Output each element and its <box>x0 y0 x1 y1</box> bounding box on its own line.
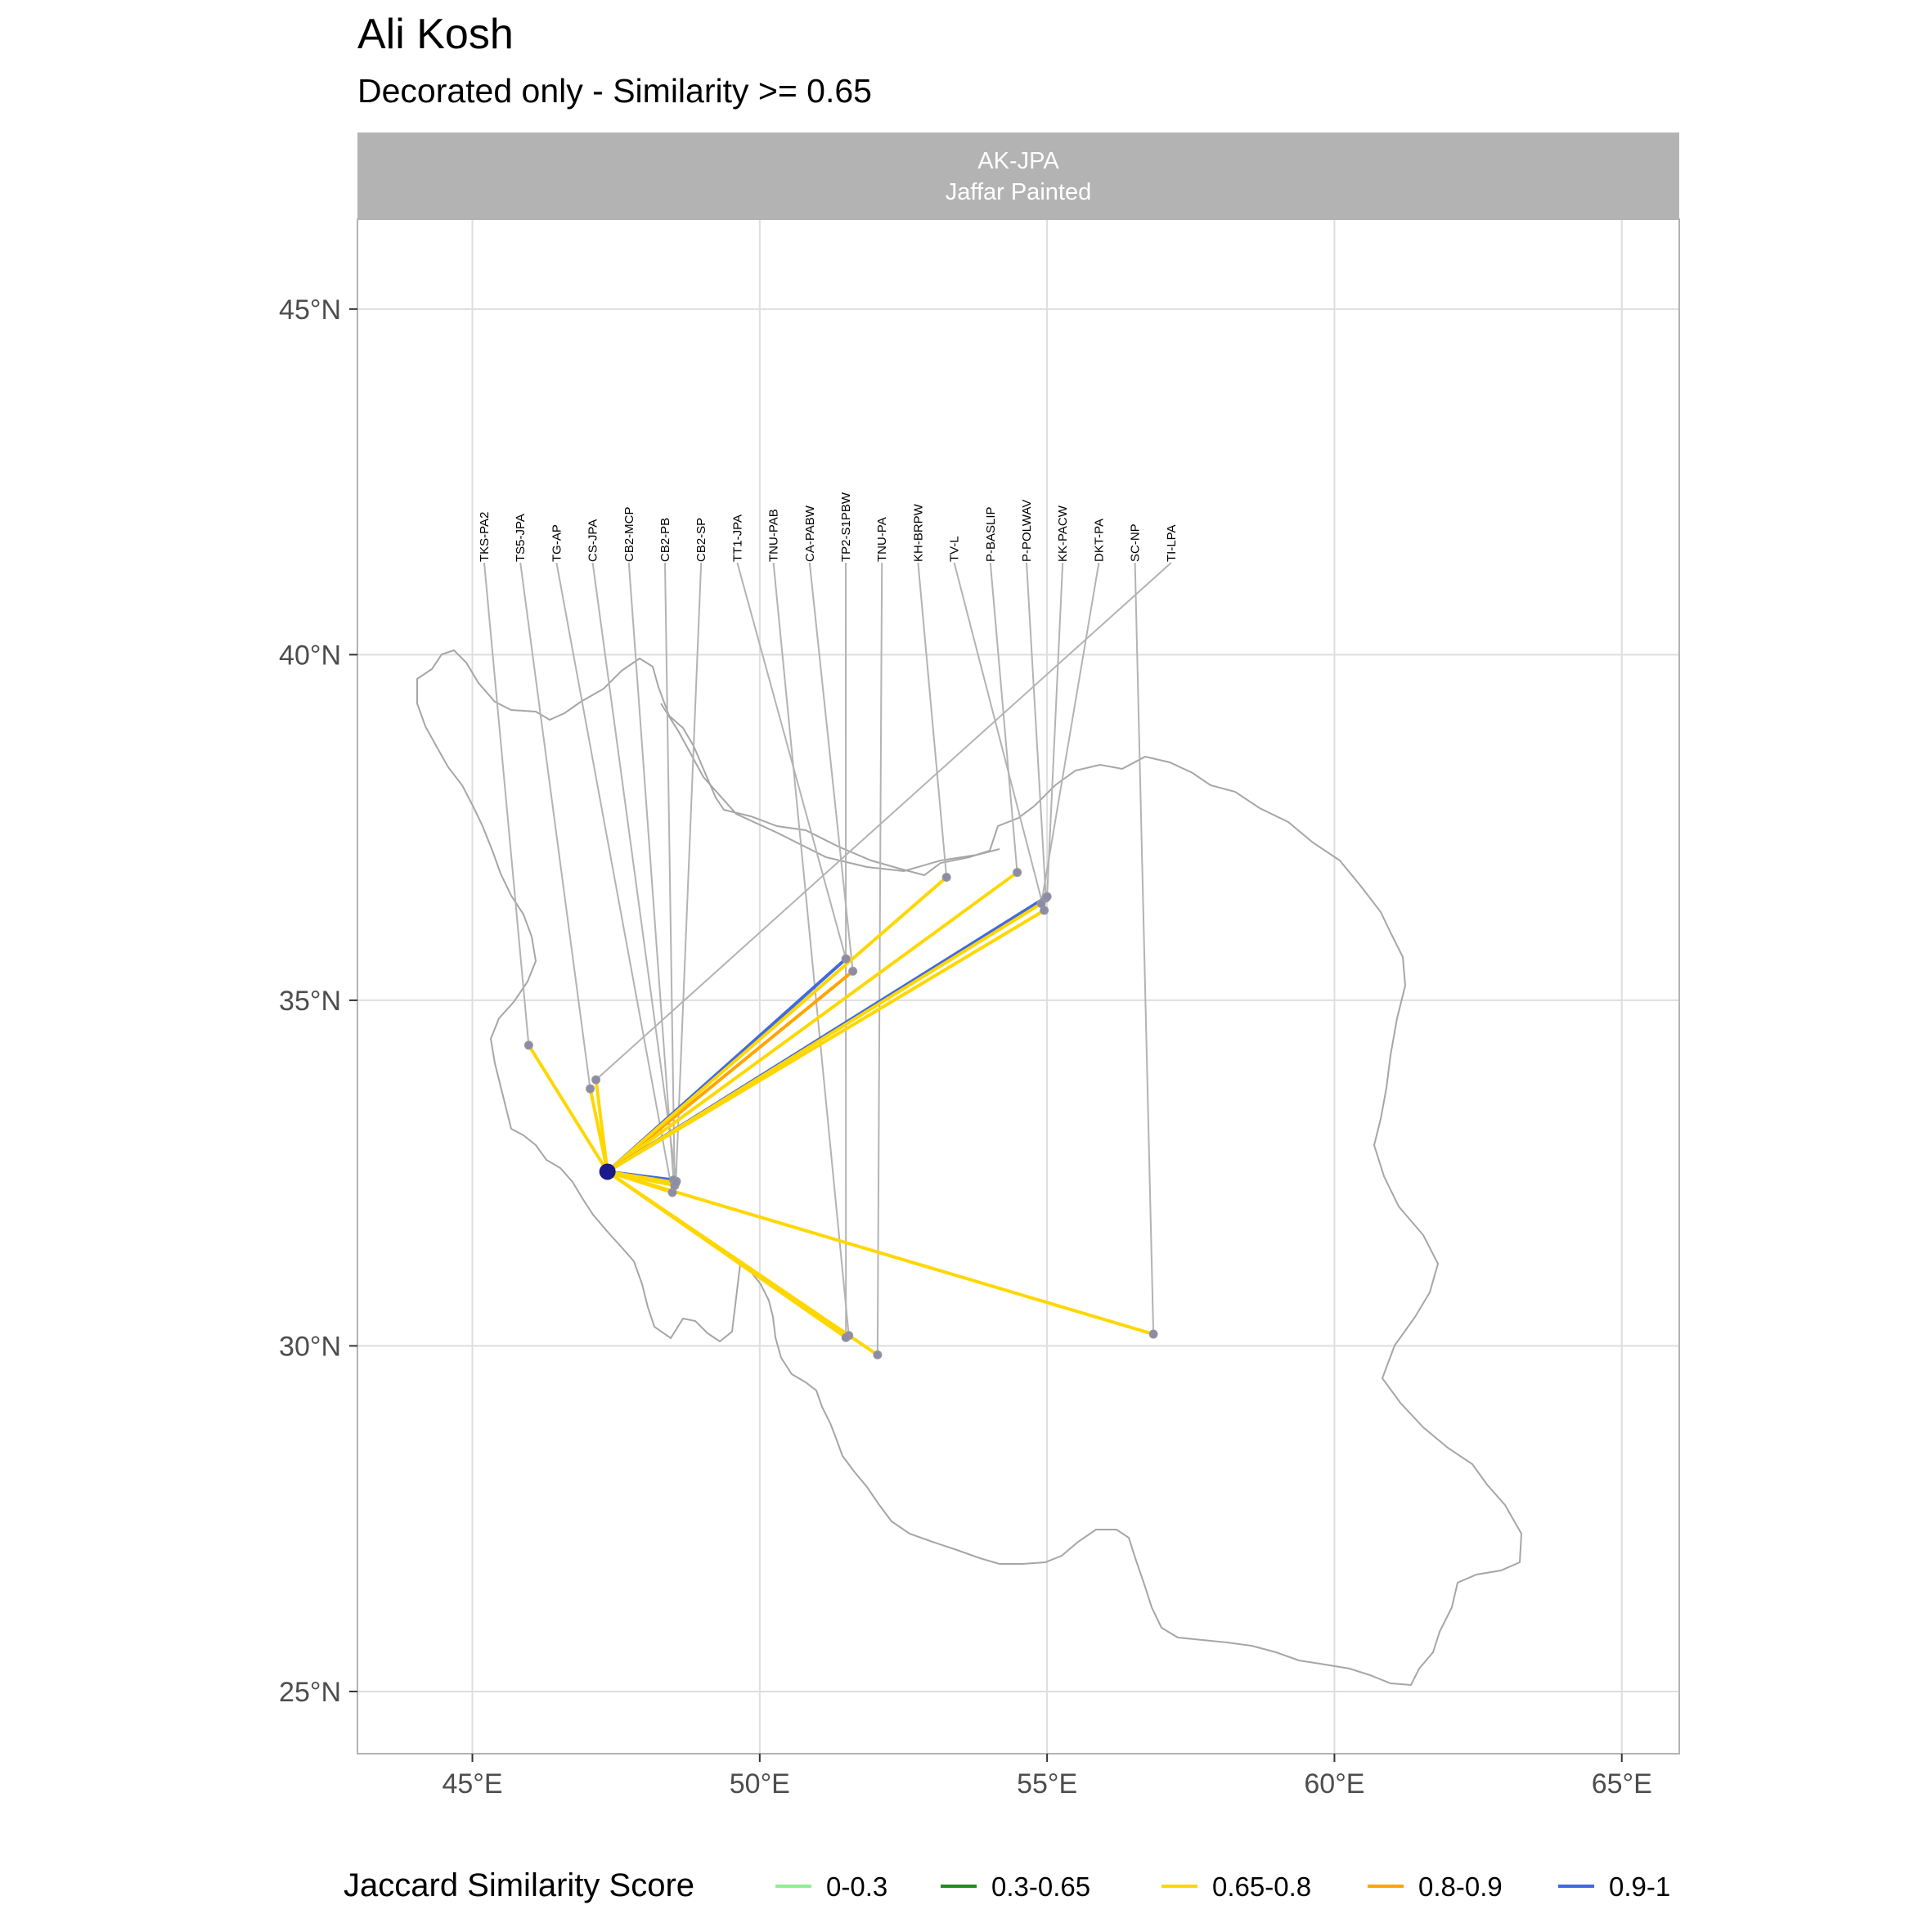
similarity-line <box>606 875 948 1173</box>
x-tick-label: 50°E <box>730 1768 790 1799</box>
legend-label: 0-0.3 <box>826 1871 887 1902</box>
site-point <box>671 1178 681 1188</box>
site-label: TNU-PAB <box>767 509 781 562</box>
site-label: CB2-SP <box>694 518 708 562</box>
country-border <box>416 649 1523 1687</box>
leader-line <box>772 562 850 1336</box>
site-point <box>1042 892 1052 901</box>
grid-lines <box>357 219 1679 1754</box>
site-label: TNU-PA <box>875 517 889 562</box>
origin-point <box>599 1163 616 1180</box>
site-point <box>591 1075 601 1085</box>
caspian-shore <box>660 703 1000 873</box>
facet-label-code: AK-JPA <box>977 148 1059 174</box>
site-label: TI-LPA <box>1165 524 1179 562</box>
site-label: SC-NP <box>1129 523 1143 562</box>
site-label: DKT-PA <box>1092 519 1106 562</box>
facet-strip <box>357 133 1679 219</box>
similarity-line <box>606 870 1018 1174</box>
legend-title: Jaccard Similarity Score <box>344 1867 694 1903</box>
y-tick-label: 35°N <box>279 986 341 1017</box>
site-points <box>523 868 1158 1359</box>
site-label: CB2-PB <box>658 518 672 562</box>
site-label: TKS-PA2 <box>478 512 492 562</box>
y-tick-label: 25°N <box>279 1677 341 1708</box>
legend: 0-0.3 0.3-0.65 0.65-0.8 0.8-0.9 0.9-1 <box>775 1871 1670 1902</box>
site-point <box>941 872 951 882</box>
legend-label: 0.3-0.65 <box>991 1871 1090 1902</box>
site-point <box>848 966 858 976</box>
leader-line <box>736 562 847 959</box>
x-tick-label: 55°E <box>1017 1768 1077 1799</box>
leader-line <box>1134 562 1155 1335</box>
plot-panel <box>357 219 1679 1754</box>
leader-line <box>1046 562 1064 897</box>
x-axis: 45°E 50°E 55°E 60°E 65°E <box>442 1754 1652 1799</box>
plot-subtitle: Decorated only - Similarity >= 0.65 <box>357 72 872 110</box>
site-label: TT1-JPA <box>730 514 744 562</box>
similarity-line <box>606 1170 878 1357</box>
site-label: CS-JPA <box>586 519 600 562</box>
similarity-links <box>527 870 1154 1357</box>
y-axis: 25°N 30°N 35°N 40°N 45°N <box>279 294 357 1708</box>
legend-label: 0.65-0.8 <box>1212 1871 1311 1902</box>
similarity-line <box>606 901 1043 1174</box>
site-point <box>1148 1329 1158 1339</box>
leader-line <box>989 562 1018 873</box>
leader-line <box>591 562 677 1182</box>
leader-line <box>675 562 703 1184</box>
x-tick-label: 60°E <box>1304 1768 1364 1799</box>
site-label: P-POLWAV <box>1020 500 1034 562</box>
leader-line <box>555 562 674 1193</box>
leader-line <box>483 562 530 1045</box>
legend-label: 0.8-0.9 <box>1418 1871 1503 1902</box>
site-label: TS5-JPA <box>514 514 528 562</box>
y-tick-label: 45°N <box>279 294 341 326</box>
leader-line <box>876 562 883 1355</box>
site-label: CB2-MCP <box>622 506 636 562</box>
site-label: TV-L <box>948 536 962 562</box>
leader-line <box>1026 562 1047 898</box>
site-label: TP2-S1PBW <box>839 492 853 562</box>
site-point <box>841 1332 851 1342</box>
site-label: KH-BRPW <box>911 503 925 562</box>
leader-line <box>595 562 1172 1081</box>
x-tick-label: 65°E <box>1592 1768 1652 1799</box>
y-tick-label: 30°N <box>279 1331 341 1362</box>
similarity-line <box>527 1044 609 1173</box>
y-tick-label: 40°N <box>279 640 341 671</box>
leader-line <box>917 562 948 878</box>
panel-border <box>357 218 1680 1755</box>
site-point <box>523 1040 533 1050</box>
site-label: P-BASLIP <box>984 506 998 562</box>
site-point <box>1036 899 1046 909</box>
site-label: KK-PACW <box>1056 505 1070 562</box>
leader-line <box>664 562 676 1186</box>
plot-title: Ali Kosh <box>357 11 514 58</box>
label-leaders <box>483 562 1172 1355</box>
legend-label: 0.9-1 <box>1609 1871 1670 1902</box>
x-tick-label: 45°E <box>442 1768 502 1799</box>
leader-line <box>627 562 675 1180</box>
site-point <box>873 1350 883 1359</box>
site-labels: TKS-PA2 TS5-JPA TG-AP CS-JPA CB2-MCP CB2-PB CB… <box>478 492 1179 562</box>
site-point <box>841 954 851 964</box>
site-label: CA-PABW <box>803 505 817 562</box>
leader-line <box>519 562 591 1090</box>
leader-line <box>1040 562 1100 904</box>
similarity-line <box>607 1170 1154 1336</box>
site-point <box>586 1084 595 1094</box>
facet-label-name: Jaffar Painted <box>946 179 1091 205</box>
site-point <box>1013 868 1022 878</box>
leader-line <box>953 562 1045 911</box>
similarity-line <box>594 1079 609 1172</box>
site-label: TG-AP <box>550 524 564 562</box>
